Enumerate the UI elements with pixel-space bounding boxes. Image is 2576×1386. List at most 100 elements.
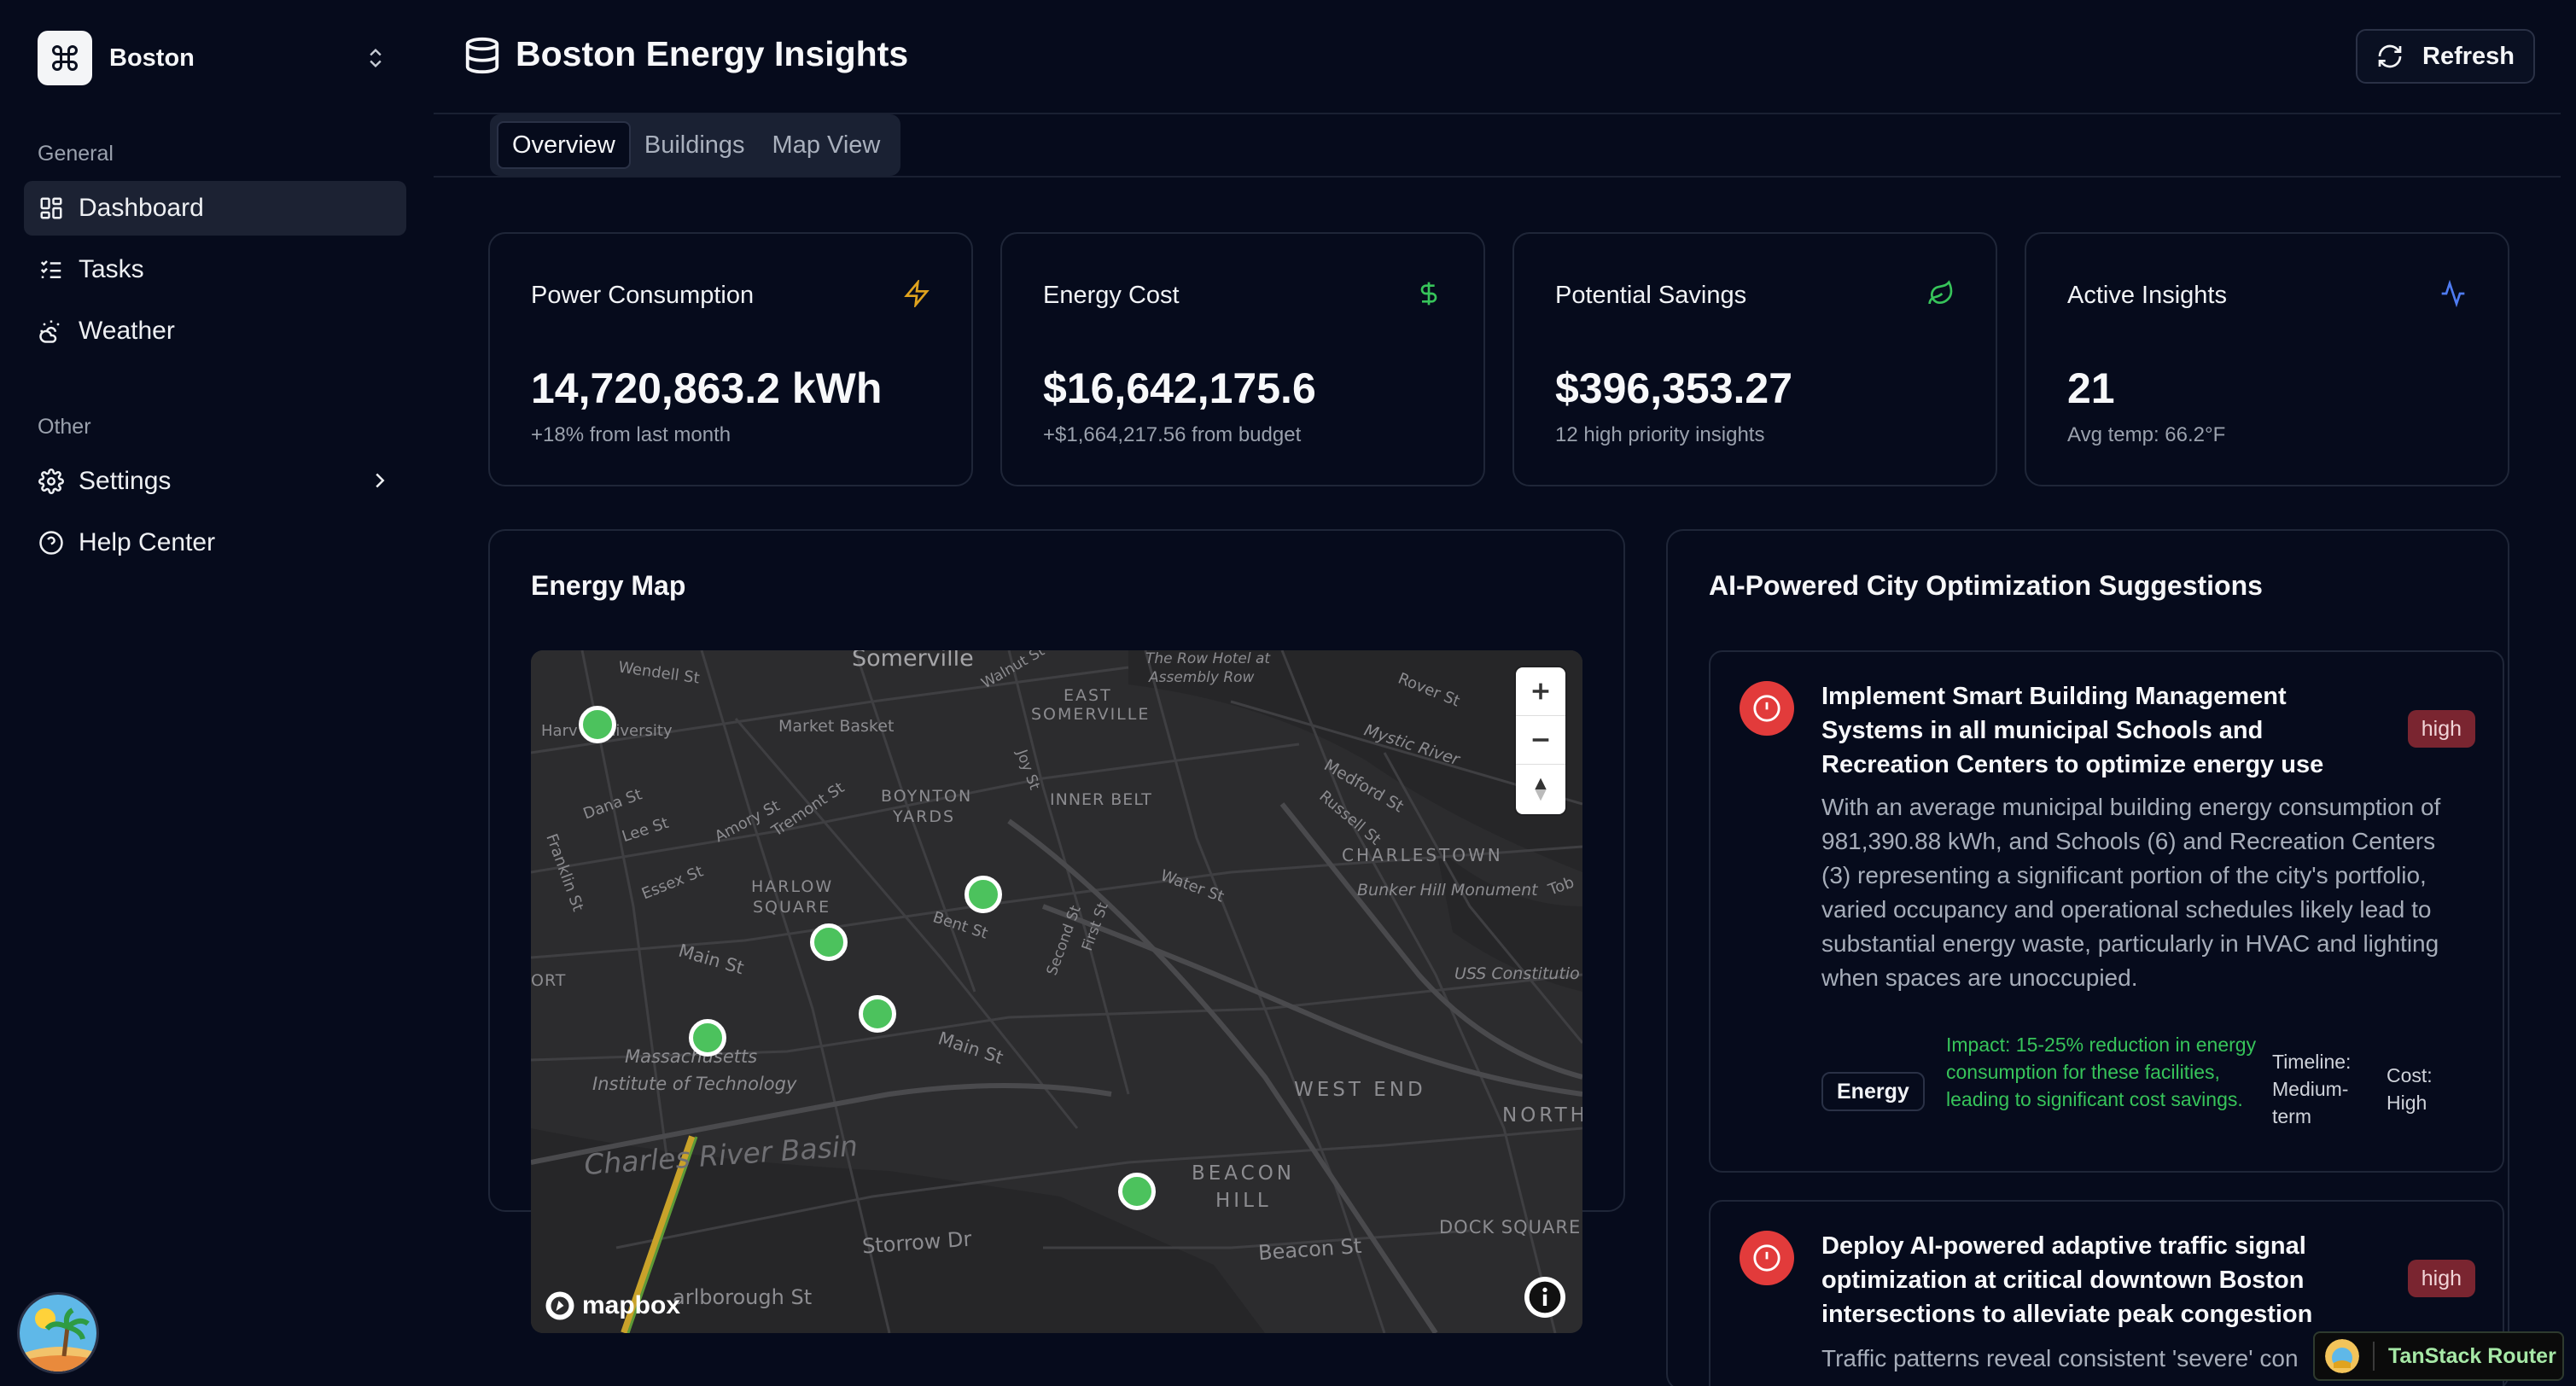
sidebar-item-dashboard[interactable]: Dashboard — [24, 181, 406, 236]
group-label-other: Other — [38, 415, 91, 439]
map-label: HARLOW — [751, 877, 834, 896]
tab-overview[interactable]: Overview — [497, 121, 631, 169]
stat-value: $16,642,175.6 — [1043, 364, 1316, 412]
stat-value: 21 — [2067, 364, 2115, 412]
map-label: SQUARE — [753, 898, 831, 917]
stat-subtext: 12 high priority insights — [1555, 423, 1765, 446]
tabs-row: Overview Buildings Map View — [434, 114, 2561, 178]
top-header: Boston Energy Insights Refresh — [434, 0, 2561, 114]
refresh-button[interactable]: Refresh — [2356, 29, 2535, 84]
leaf-icon — [1927, 280, 1955, 312]
map-label: Massachusetts — [625, 1046, 758, 1067]
suggestion-timeline: Timeline: Medium-term — [2272, 1051, 2352, 1127]
mapbox-attribution: mapbox — [582, 1291, 681, 1319]
map-marker[interactable] — [689, 1019, 726, 1057]
refresh-label: Refresh — [2422, 42, 2515, 70]
suggestion-title: Implement Smart Building Management Syst… — [1821, 683, 2324, 778]
priority-badge: high — [2407, 1260, 2475, 1297]
suggestion-description: Traffic patterns reveal consistent 'seve… — [1821, 1345, 2299, 1371]
map-label: USS Constitutio — [1454, 964, 1580, 983]
compass-button[interactable] — [1516, 765, 1565, 813]
workspace-switcher[interactable]: Boston — [38, 31, 396, 85]
map-label: Somerville — [852, 650, 974, 672]
database-icon — [463, 36, 502, 79]
stat-card-potential-savings: Potential Savings $396,353.27 12 high pr… — [1512, 232, 1997, 486]
sidebar-item-help-center[interactable]: Help Center — [24, 515, 406, 570]
map-label: INNER BELT — [1050, 790, 1152, 809]
page-title: Boston Energy Insights — [516, 34, 909, 73]
stat-subtext: +$1,664,217.56 from budget — [1043, 423, 1302, 446]
map-label: Harv — [541, 722, 578, 740]
tab-list: Overview Buildings Map View — [490, 114, 901, 176]
map-label: Market Basket — [778, 717, 895, 736]
settings-icon — [38, 468, 65, 495]
zap-icon — [903, 278, 930, 312]
tab-buildings[interactable]: Buildings — [644, 131, 745, 159]
category-tag: Energy — [1821, 1072, 1925, 1111]
stat-title: Active Insights — [2067, 282, 2227, 309]
group-label-general: General — [38, 142, 114, 166]
suggestions-title: AI-Powered City Optimization Suggestions — [1709, 570, 2263, 601]
dashboard-icon — [38, 195, 65, 222]
chevron-right-icon — [367, 468, 393, 500]
map-marker[interactable] — [579, 706, 616, 743]
map-marker[interactable] — [1118, 1173, 1156, 1210]
sidebar-item-weather[interactable]: Weather — [24, 304, 406, 358]
map-info-icon[interactable] — [1524, 1277, 1565, 1318]
map-base-layer — [531, 650, 1582, 1333]
stat-card-active-insights: Active Insights 21 Avg temp: 66.2°F — [2025, 232, 2509, 486]
zoom-in-button[interactable] — [1516, 667, 1565, 716]
stat-subtext: Avg temp: 66.2°F — [2067, 423, 2226, 446]
tasks-icon — [38, 256, 65, 283]
workspace-name: Boston — [109, 44, 195, 72]
mapbox-logo[interactable]: mapbox — [545, 1290, 680, 1321]
stat-subtext: +18% from last month — [531, 423, 731, 446]
map-label: ORT — [531, 971, 567, 990]
map-marker[interactable] — [810, 923, 848, 961]
map-label: YARDS — [893, 807, 956, 826]
energy-map-title: Energy Map — [531, 570, 686, 601]
stat-title: Power Consumption — [531, 282, 755, 309]
sidebar-item-label: Weather — [79, 317, 175, 345]
alert-circle-icon — [1740, 681, 1794, 736]
tanstack-logo-icon — [2325, 1339, 2359, 1373]
map-label: Bunker Hill Monument — [1357, 881, 1538, 900]
sidebar-item-label: Dashboard — [79, 194, 204, 222]
dollar-icon — [1415, 280, 1442, 312]
map-label: BOYNTON — [881, 787, 973, 806]
chevrons-up-down-icon — [364, 46, 388, 74]
command-icon — [38, 31, 92, 85]
map-label: SOMERVILLE — [1031, 705, 1151, 724]
stat-value: $396,353.27 — [1555, 364, 1793, 412]
refresh-icon — [2376, 43, 2404, 70]
sidebar-item-tasks[interactable]: Tasks — [24, 242, 406, 297]
map-label: BEACON — [1192, 1162, 1296, 1185]
map-label: Institute of Technology — [592, 1074, 797, 1094]
map-label: CHARLESTOWN — [1342, 845, 1503, 865]
stat-title: Potential Savings — [1555, 282, 1747, 309]
suggestion-title: Deploy AI-powered adaptive traffic signa… — [1821, 1232, 2313, 1328]
zoom-out-button[interactable] — [1516, 716, 1565, 765]
suggestion-description: With an average municipal building energ… — [1821, 794, 2441, 991]
suggestion-cost: Cost: High — [2387, 1064, 2433, 1114]
zoom-controls — [1516, 667, 1565, 814]
alert-circle-icon — [1740, 1231, 1794, 1285]
divider — [2373, 1342, 2375, 1371]
map-marker[interactable] — [859, 995, 896, 1033]
sidebar-item-label: Help Center — [79, 528, 216, 556]
suggestion-item[interactable]: Implement Smart Building Management Syst… — [1709, 650, 2504, 1173]
sidebar: Boston General Dashboard Tasks Weather O… — [0, 0, 434, 1386]
tab-map-view[interactable]: Map View — [772, 131, 881, 159]
map-label: NORTH — [1502, 1104, 1582, 1127]
avatar[interactable] — [17, 1292, 99, 1374]
help-icon — [38, 529, 65, 556]
map-marker[interactable] — [965, 876, 1002, 913]
sidebar-item-label: Tasks — [79, 255, 144, 283]
sidebar-item-label: Settings — [79, 467, 172, 495]
tanstack-router-devtools-button[interactable]: TanStack Router — [2313, 1331, 2564, 1381]
map-label: DOCK SQUARE — [1439, 1217, 1582, 1238]
activity-icon — [2439, 279, 2467, 312]
energy-map[interactable]: Somerville Wendell St Harv niversity Mar… — [531, 650, 1582, 1333]
suggestion-impact: Impact: 15-25% reduction in energy consu… — [1946, 1034, 2257, 1110]
sidebar-item-settings[interactable]: Settings — [24, 454, 406, 509]
